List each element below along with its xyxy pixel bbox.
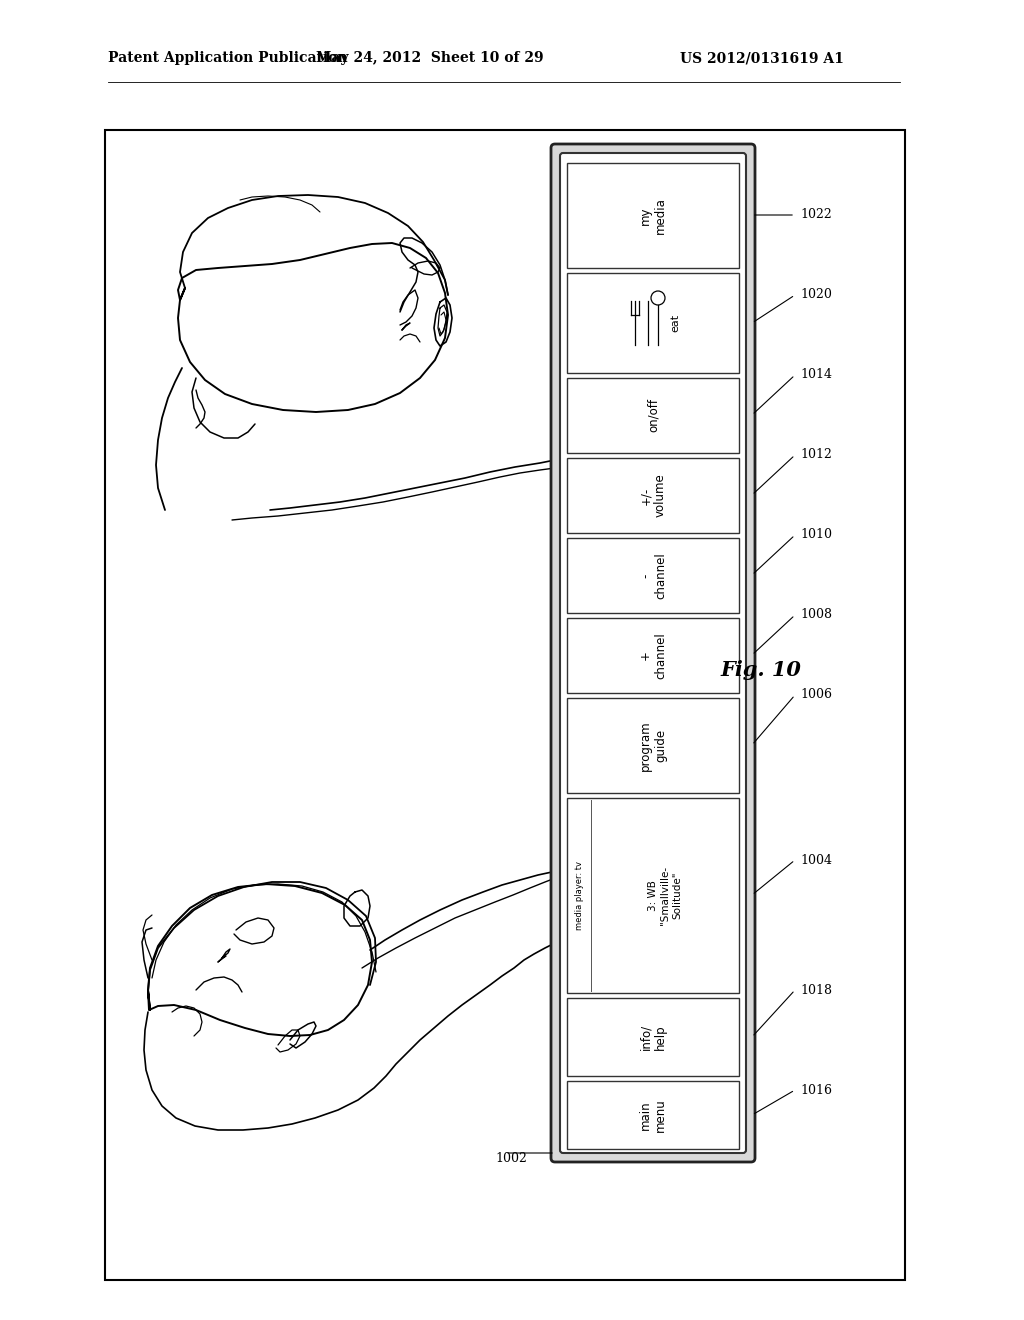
Text: +
channel: + channel: [639, 632, 667, 678]
Text: -
channel: - channel: [639, 552, 667, 599]
Text: 1008: 1008: [800, 609, 831, 622]
Bar: [567, 799, 739, 993]
Text: 1022: 1022: [800, 209, 831, 222]
Text: on/off: on/off: [646, 399, 659, 433]
Bar: [105, 129, 905, 1280]
FancyBboxPatch shape: [551, 144, 755, 1162]
Bar: [567, 698, 739, 793]
Text: May 24, 2012  Sheet 10 of 29: May 24, 2012 Sheet 10 of 29: [316, 51, 544, 65]
Text: 1012: 1012: [800, 449, 831, 462]
Bar: [567, 539, 739, 612]
Text: 1010: 1010: [800, 528, 831, 541]
Text: media player: tv: media player: tv: [574, 861, 584, 931]
Text: 1016: 1016: [800, 1084, 831, 1097]
Text: 1014: 1014: [800, 368, 831, 381]
Bar: [567, 162, 739, 268]
Text: 1002: 1002: [495, 1151, 527, 1164]
Text: info/
help: info/ help: [639, 1024, 667, 1051]
Text: Fig. 10: Fig. 10: [720, 660, 801, 680]
Text: eat: eat: [670, 314, 680, 333]
Text: Patent Application Publication: Patent Application Publication: [108, 51, 347, 65]
Text: 1004: 1004: [800, 854, 831, 866]
Text: main
menu: main menu: [639, 1098, 667, 1131]
Bar: [567, 1081, 739, 1148]
Text: program
guide: program guide: [639, 721, 667, 771]
Text: US 2012/0131619 A1: US 2012/0131619 A1: [680, 51, 844, 65]
Text: 1020: 1020: [800, 289, 831, 301]
Bar: [567, 273, 739, 374]
Text: 1006: 1006: [800, 689, 831, 701]
Text: 3: WB
"Smallville-
Solitude": 3: WB "Smallville- Solitude": [648, 866, 682, 925]
Text: my
media: my media: [639, 197, 667, 234]
Bar: [567, 378, 739, 453]
Text: +/-
volume: +/- volume: [639, 474, 667, 517]
FancyBboxPatch shape: [560, 153, 746, 1152]
Bar: [567, 458, 739, 533]
Bar: [567, 998, 739, 1076]
Text: 1018: 1018: [800, 983, 831, 997]
Bar: [567, 618, 739, 693]
